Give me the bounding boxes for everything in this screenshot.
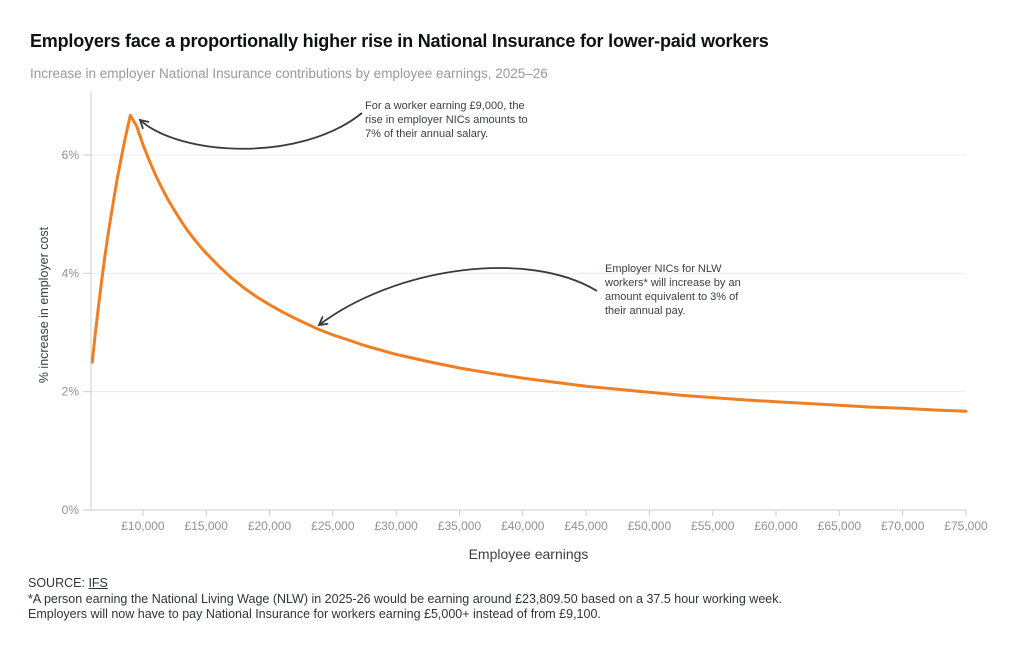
page-title: Employers face a proportionally higher r… — [30, 31, 769, 51]
y-tick-label: 0% — [62, 503, 80, 517]
x-tick-label: £30,000 — [374, 519, 418, 533]
annotation-peak: For a worker earning £9,000, the rise in… — [365, 99, 528, 141]
y-tick-label: 4% — [62, 266, 80, 280]
footnote: *A person earning the National Living Wa… — [28, 591, 782, 606]
x-tick-label: £10,000 — [121, 519, 165, 533]
y-tick-label: 2% — [62, 385, 80, 399]
annotation-nlw-line: Employer NICs for NLW — [605, 263, 722, 275]
source-label: SOURCE: — [28, 576, 85, 590]
annotation-nlw-line: their annual pay. — [605, 305, 686, 317]
x-tick-label: £15,000 — [185, 519, 229, 533]
y-axis-title: % increase in employer cost — [37, 226, 51, 384]
annotation-nlw-line: workers* will increase by an — [605, 277, 741, 289]
x-tick-label: £75,000 — [944, 519, 988, 533]
footer: SOURCE: IFS *A person earning the Nation… — [28, 576, 988, 623]
annotation-peak-line: 7% of their annual salary. — [365, 128, 489, 140]
annotation-arrow-peak — [140, 112, 363, 150]
annotation-nlw-line: amount equivalent to 3% of — [605, 291, 739, 303]
x-tick-label: £50,000 — [628, 519, 672, 533]
x-tick-label: £25,000 — [311, 519, 355, 533]
nics-increase-line — [90, 113, 968, 413]
x-tick-label: £40,000 — [501, 519, 545, 533]
source-link[interactable]: IFS — [88, 576, 108, 590]
y-tick-label: 6% — [62, 148, 80, 162]
x-tick-label: £55,000 — [691, 519, 735, 533]
x-tick-label: £65,000 — [818, 519, 862, 533]
x-tick-label: £60,000 — [754, 519, 798, 533]
annotation-nlw: Employer NICs for NLW workers* will incr… — [605, 262, 741, 318]
x-tick-label: £35,000 — [438, 519, 482, 533]
page-subtitle: Increase in employer National Insurance … — [30, 66, 548, 81]
annotation-peak-line: For a worker earning £9,000, the — [365, 100, 525, 112]
footnote: Employers will now have to pay National … — [28, 607, 601, 621]
x-tick-label: £45,000 — [564, 519, 608, 533]
x-tick-label: £20,000 — [248, 519, 292, 533]
source-line: SOURCE: IFS — [28, 576, 988, 592]
x-tick-label: £70,000 — [881, 519, 925, 533]
x-axis-title: Employee earnings — [468, 546, 589, 562]
annotation-arrow-nlw — [319, 267, 598, 325]
annotation-peak-line: rise in employer NICs amounts to — [365, 114, 528, 126]
